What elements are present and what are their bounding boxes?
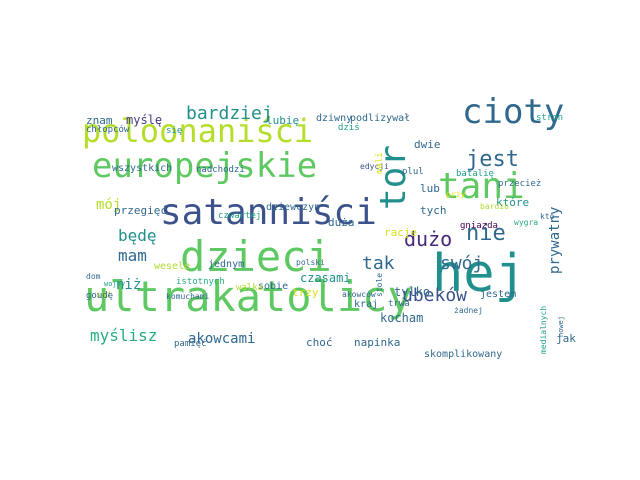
word-58: gniazda bbox=[460, 221, 498, 232]
word-57: duża bbox=[328, 215, 355, 229]
word-72: walka bbox=[236, 283, 264, 294]
word-0: hej bbox=[432, 243, 526, 304]
word-71: istotnych bbox=[176, 277, 225, 288]
word-44: batalię bbox=[456, 169, 494, 180]
word-26: choć bbox=[306, 335, 333, 349]
word-29: znam bbox=[86, 113, 113, 127]
word-35: dziś bbox=[338, 123, 360, 134]
word-7: cioty bbox=[462, 92, 565, 133]
word-31: się bbox=[166, 126, 183, 137]
word-12: bardziej bbox=[186, 102, 273, 124]
word-61: trzy bbox=[292, 285, 319, 299]
word-41: mali bbox=[375, 152, 385, 174]
word-62: sobie bbox=[258, 280, 289, 292]
word-48: dziewczyn bbox=[266, 201, 321, 213]
word-34: podlizywał bbox=[350, 112, 411, 124]
word-80: jak bbox=[556, 331, 576, 345]
word-68: kraj bbox=[354, 298, 379, 310]
word-21: akowcami bbox=[188, 331, 256, 348]
word-66: jednym bbox=[208, 258, 245, 270]
word-18: będę bbox=[118, 226, 157, 246]
word-74: trwa bbox=[388, 299, 410, 310]
word-63: jestem bbox=[480, 288, 517, 300]
word-33: dziwny bbox=[316, 112, 353, 124]
word-69: wojny bbox=[104, 280, 126, 289]
word-6: tani bbox=[438, 166, 525, 208]
word-5: poloonaniści bbox=[82, 111, 314, 150]
word-49: czwartej bbox=[218, 211, 262, 222]
word-37: chłopców bbox=[86, 125, 130, 136]
word-67: polski bbox=[296, 258, 325, 268]
word-13: ubeków bbox=[402, 284, 468, 306]
word-60: komuchami bbox=[166, 292, 210, 302]
word-14: tak bbox=[362, 252, 395, 274]
word-56: stole bbox=[375, 272, 384, 297]
word-3: satanniści bbox=[160, 192, 377, 234]
word-40: edycji bbox=[360, 162, 389, 172]
word-47: przegięć bbox=[114, 203, 167, 217]
word-64: dom bbox=[86, 272, 101, 282]
word-53: które bbox=[496, 195, 530, 209]
word-4: europejskie bbox=[92, 146, 318, 187]
word-30: myślę bbox=[126, 112, 163, 127]
word-78: pamięć bbox=[174, 339, 207, 350]
word-cloud: hej ultrakatolicy dzieci satanniści europejs… bbox=[80, 95, 580, 366]
word-76: medialnych bbox=[539, 305, 548, 354]
word-43: plul bbox=[402, 167, 424, 178]
word-25: tylko bbox=[394, 284, 431, 299]
word-39: nadchodzi bbox=[196, 165, 245, 176]
word-55: bardzo bbox=[480, 202, 509, 212]
word-42: dwie bbox=[414, 137, 441, 151]
word-45: przecież bbox=[498, 179, 542, 190]
word-54: wygra bbox=[514, 218, 539, 228]
word-17: mam bbox=[118, 246, 147, 266]
word-65: wesele bbox=[154, 260, 191, 272]
word-38: wszystkich bbox=[112, 162, 173, 174]
word-59: sąd bbox=[96, 290, 111, 300]
word-22: niż bbox=[116, 277, 142, 294]
word-36: stron bbox=[536, 113, 564, 124]
word-19: mój bbox=[96, 197, 122, 214]
word-79: skomplikowany bbox=[424, 348, 503, 360]
word-10: nie bbox=[466, 221, 506, 247]
word-28: racje bbox=[384, 225, 418, 239]
word-20: myślisz bbox=[90, 326, 158, 346]
word-27: napinka bbox=[354, 335, 401, 349]
word-23: czasami bbox=[300, 270, 351, 285]
word-1: ultrakatolicy bbox=[84, 272, 413, 322]
word-11: dużo bbox=[404, 227, 453, 251]
word-73: akowców bbox=[342, 290, 376, 300]
word-15: swój bbox=[440, 252, 484, 274]
word-2: dzieci bbox=[180, 232, 332, 282]
word-52: przy bbox=[446, 190, 466, 200]
word-32: lubię bbox=[266, 113, 300, 127]
word-51: tych bbox=[420, 203, 447, 217]
word-46: kto bbox=[540, 212, 555, 222]
word-50: lub bbox=[420, 181, 440, 195]
word-24: kocham bbox=[380, 310, 424, 325]
word-9: jest bbox=[466, 147, 519, 173]
word-70: goudę bbox=[86, 291, 114, 302]
word-75: żadnej bbox=[454, 306, 483, 316]
